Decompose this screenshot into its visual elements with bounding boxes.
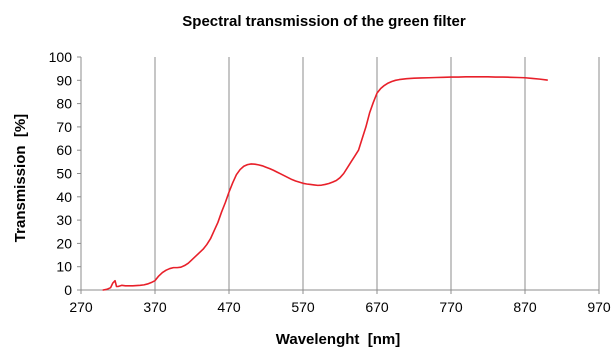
y-axis-title: Transmission [%]	[12, 114, 29, 242]
y-tick-label: 90	[56, 72, 72, 88]
y-tick-label: 10	[56, 259, 72, 275]
x-tick-label: 370	[143, 299, 167, 315]
x-tick-label: 270	[69, 299, 93, 315]
y-tick-label: 100	[49, 49, 73, 65]
x-axis-title: Wavelenght [nm]	[276, 331, 400, 348]
x-tick-label: 770	[439, 299, 463, 315]
series-lines	[102, 76, 549, 291]
axes	[77, 56, 600, 294]
y-tick-label: 20	[56, 235, 72, 251]
y-tick-label: 0	[64, 282, 72, 298]
chart-title: Spectral transmission of the green filte…	[182, 13, 466, 30]
x-tick-labels: 270 370 470 570 670 770 870 970	[69, 299, 611, 315]
x-tick-label: 970	[587, 299, 611, 315]
x-tick-label: 470	[217, 299, 241, 315]
y-tick-labels: 0 10 20 30 40 50 60 70 80 90 100	[49, 49, 73, 298]
y-tick-label: 70	[56, 119, 72, 135]
y-tick-label: 50	[56, 166, 72, 182]
x-tick-label: 870	[513, 299, 537, 315]
x-tick-label: 570	[291, 299, 315, 315]
y-tick-label: 40	[56, 189, 72, 205]
transmission-line	[102, 76, 549, 291]
x-tick-label: 670	[365, 299, 389, 315]
y-tick-label: 60	[56, 142, 72, 158]
y-tick-label: 80	[56, 96, 72, 112]
gridlines	[154, 57, 600, 290]
y-tick-label: 30	[56, 212, 72, 228]
